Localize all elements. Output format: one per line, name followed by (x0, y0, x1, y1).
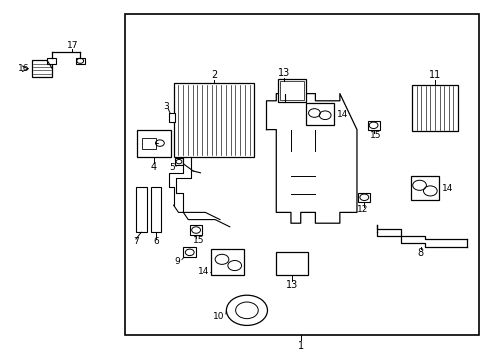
Bar (124, 14, 478, 335)
Text: 13: 13 (277, 68, 289, 78)
Text: 4: 4 (151, 162, 157, 172)
Text: 12: 12 (356, 205, 368, 214)
Bar (136, 187, 146, 232)
Bar (357, 193, 369, 202)
Text: 15: 15 (369, 130, 381, 139)
Circle shape (226, 295, 267, 325)
Bar (47, 58, 56, 64)
Bar (168, 113, 175, 122)
Bar (410, 176, 438, 200)
Bar (137, 130, 171, 157)
Bar (32, 60, 52, 77)
Bar (305, 103, 333, 125)
Bar (174, 158, 183, 165)
Bar (411, 85, 457, 131)
Text: 8: 8 (417, 248, 423, 258)
Bar (277, 79, 305, 102)
Bar (280, 81, 303, 100)
Bar (76, 58, 84, 64)
Bar (150, 187, 161, 232)
Text: 11: 11 (428, 69, 440, 80)
Text: 1: 1 (297, 341, 303, 351)
Text: 16: 16 (18, 64, 29, 73)
Text: 5: 5 (169, 163, 175, 172)
Text: 14: 14 (336, 109, 348, 118)
Text: 2: 2 (211, 70, 217, 80)
Text: 3: 3 (163, 102, 169, 111)
Text: 10: 10 (213, 311, 224, 320)
Bar (189, 225, 202, 235)
Text: 13: 13 (285, 280, 298, 291)
Bar (142, 139, 155, 149)
Text: 15: 15 (192, 236, 204, 245)
Bar (367, 121, 379, 130)
Bar (276, 252, 307, 275)
Bar (183, 247, 195, 257)
Text: 6: 6 (153, 238, 159, 246)
Text: 17: 17 (66, 40, 78, 49)
Bar (211, 249, 244, 275)
Text: 7: 7 (133, 238, 139, 246)
Text: 9: 9 (174, 257, 180, 266)
Text: 14: 14 (198, 267, 209, 276)
Bar (173, 83, 254, 157)
Text: 14: 14 (441, 184, 453, 193)
